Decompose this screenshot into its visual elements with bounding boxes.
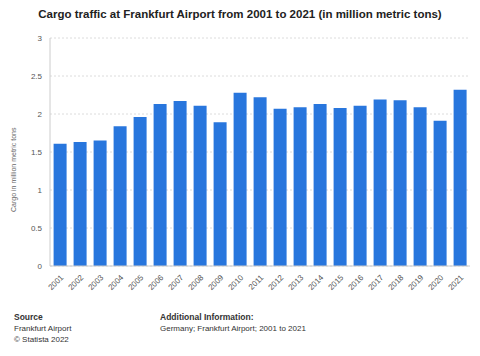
- html-text:Additional Information:: Additional Information:: [160, 312, 254, 322]
- svg-text:1.5: 1.5: [31, 148, 43, 157]
- svg-text:2006: 2006: [146, 273, 165, 292]
- svg-text:2016: 2016: [346, 273, 365, 292]
- svg-text:2018: 2018: [386, 273, 405, 292]
- svg-text:2.5: 2.5: [31, 72, 43, 81]
- svg-text:2010: 2010: [226, 273, 245, 292]
- svg-text:2012: 2012: [266, 273, 285, 292]
- html-text:Germany; Frankfurt Airport; 20: Germany; Frankfurt Airport; 2001 to 2021: [160, 324, 306, 333]
- svg-text:2: 2: [38, 110, 43, 119]
- svg-text:2008: 2008: [186, 273, 205, 292]
- svg-text:2013: 2013: [286, 273, 305, 292]
- svg-text:2004: 2004: [106, 273, 125, 292]
- svg-text:2003: 2003: [86, 273, 105, 292]
- svg-text:2005: 2005: [126, 273, 145, 292]
- svg-text:2014: 2014: [306, 273, 325, 292]
- svg-text:0.5: 0.5: [31, 224, 43, 233]
- svg-text:1: 1: [38, 186, 43, 195]
- svg-text:3: 3: [38, 34, 43, 43]
- svg-text:2001: 2001: [46, 273, 65, 292]
- svg-text:2015: 2015: [326, 273, 345, 292]
- svg-text:2002: 2002: [66, 273, 85, 292]
- svg-text:2011: 2011: [247, 273, 266, 292]
- svg-text:2019: 2019: [406, 273, 425, 292]
- html-text:Source: Source: [14, 312, 43, 322]
- svg-text:2009: 2009: [206, 273, 225, 292]
- svg-text:2007: 2007: [166, 273, 185, 292]
- svg-text:2021: 2021: [446, 273, 465, 292]
- html-text:Cargo traffic at Frankfurt Air: Cargo traffic at Frankfurt Airport from …: [38, 8, 442, 20]
- html-text:Frankfurt Airport: Frankfurt Airport: [14, 324, 72, 333]
- html-text:© Statista 2022: © Statista 2022: [14, 335, 69, 344]
- svg-text:0: 0: [38, 262, 43, 271]
- svg-text:2017: 2017: [366, 273, 385, 292]
- svg-text:Cargo in million metric tons: Cargo in million metric tons: [10, 127, 18, 212]
- svg-text:2020: 2020: [426, 273, 445, 292]
